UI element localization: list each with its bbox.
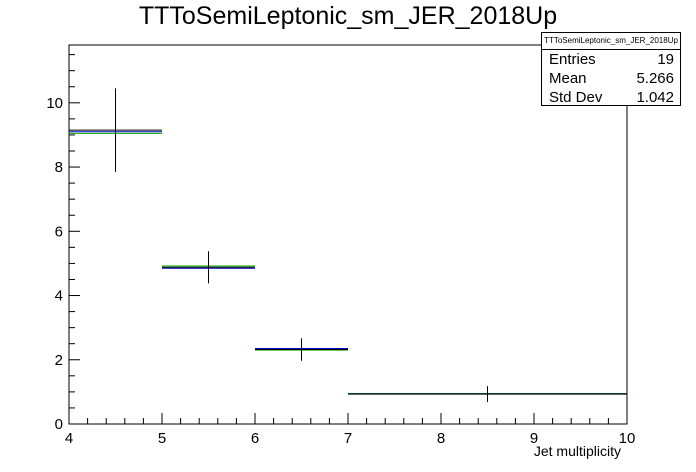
y-tick-label: 0 <box>55 416 63 433</box>
x-tick-label: 6 <box>251 430 259 447</box>
stats-row-entries: Entries 19 <box>542 50 680 69</box>
x-tick-label: 5 <box>158 430 166 447</box>
y-tick-label: 2 <box>55 352 63 369</box>
x-axis-label: Jet multiplicity <box>534 443 621 459</box>
stats-value: 1.042 <box>636 89 674 106</box>
y-tick-label: 4 <box>55 288 63 305</box>
x-tick-label: 7 <box>344 430 352 447</box>
stats-box: TTToSemiLeptonic_sm_JER_2018Up Entries 1… <box>541 32 681 106</box>
stats-row-stddev: Std Dev 1.042 <box>542 88 680 107</box>
x-tick-label: 10 <box>619 430 636 447</box>
x-tick-label: 9 <box>530 430 538 447</box>
chart-title: TTToSemiLeptonic_sm_JER_2018Up <box>138 2 558 30</box>
y-tick-label: 8 <box>55 159 63 176</box>
y-tick-label: 10 <box>46 95 63 112</box>
stats-label: Entries <box>549 51 596 68</box>
stats-box-title: TTToSemiLeptonic_sm_JER_2018Up <box>542 33 680 50</box>
stats-value: 5.266 <box>636 70 674 87</box>
x-tick-label: 8 <box>437 430 445 447</box>
x-tick-label: 4 <box>65 430 73 447</box>
stats-row-mean: Mean 5.266 <box>542 69 680 88</box>
stats-value: 19 <box>657 51 674 68</box>
y-tick-label: 6 <box>55 223 63 240</box>
stats-label: Std Dev <box>549 89 603 106</box>
stats-label: Mean <box>549 70 587 87</box>
